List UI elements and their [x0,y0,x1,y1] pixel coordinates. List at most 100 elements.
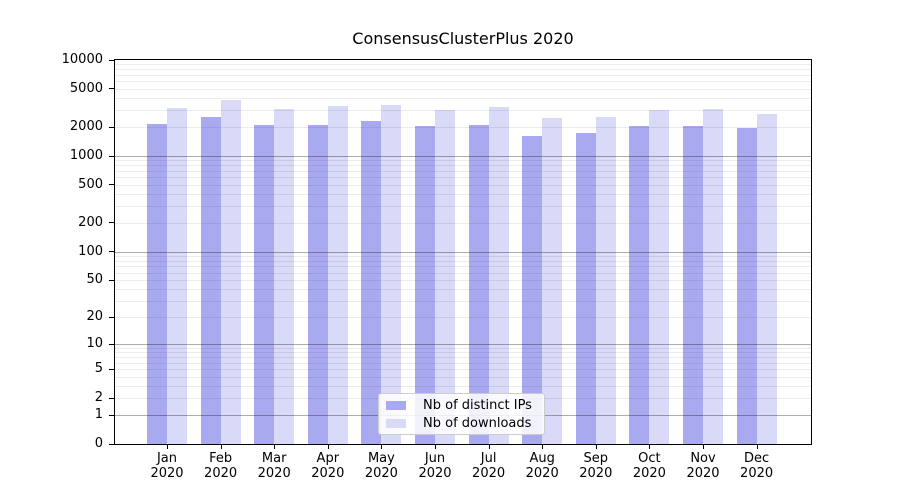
x-tick-mark-jul [488,445,490,449]
gridline-minor-7000 [115,74,811,76]
x-tick-label-sep: Sep 2020 [579,451,613,481]
bar-downloads-apr [327,106,348,444]
gridline-minor-80 [115,260,811,262]
gridline-minor-50 [115,280,811,282]
gridline-minor-30 [115,300,811,302]
gridline-minor-8000 [115,69,811,71]
y-tick-mark-100 [109,251,114,253]
bar-distinct-ips-apr [307,124,328,444]
y-tick-label-2: 2 [94,390,103,406]
y-tick-mark-5 [109,368,114,370]
gridline-minor-700 [115,170,811,172]
gridline-minor-400 [115,194,811,196]
x-tick-label-dec: Dec 2020 [740,451,774,481]
plot-area: Nb of distinct IPs Nb of downloads [114,59,812,445]
gridline-minor-300 [115,206,811,208]
bar-downloads-may [381,105,402,444]
x-tick-label-jun: Jun 2020 [418,451,452,481]
bar-distinct-ips-mar [254,125,275,444]
bar-distinct-ips-dec [736,128,757,444]
x-tick-label-may: May 2020 [364,451,398,481]
y-tick-mark-20 [109,316,114,318]
x-tick-mark-jun [435,445,436,449]
gridline-minor-5 [115,369,811,371]
gridline-minor-600 [115,177,811,179]
bar-downloads-mar [274,109,295,444]
y-tick-label-10000: 10000 [61,52,103,67]
legend-swatch-downloads [386,418,406,428]
y-tick-label-2000: 2000 [69,119,103,135]
bar-distinct-ips-may [361,120,382,444]
x-tick-label-nov: Nov 2020 [686,451,720,481]
x-tick-label-mar: Mar 2020 [257,451,291,481]
gridline-minor-20 [115,317,811,319]
x-tick-mark-mar [274,445,276,449]
y-tick-label-5: 5 [94,361,103,377]
y-tick-label-500: 500 [78,176,103,192]
legend-label-distinct-ips: Nb of distinct IPs [423,397,532,413]
bar-downloads-aug [542,118,563,444]
y-tick-label-100: 100 [78,243,103,259]
gridline-minor-90 [115,255,811,257]
gridline-minor-40 [115,289,811,291]
gridline-minor-800 [115,165,811,167]
bar-downloads-nov [703,109,723,444]
y-tick-mark-1 [109,414,114,416]
legend-swatch-distinct-ips [386,400,406,410]
bar-downloads-sep [595,116,616,444]
x-tick-mark-nov [703,445,704,449]
gridline-minor-9 [115,348,811,349]
x-tick-label-aug: Aug 2020 [525,451,559,481]
y-tick-label-5000: 5000 [69,80,103,96]
y-tick-label-200: 200 [78,214,103,230]
bar-distinct-ips-jun [415,126,435,444]
y-tick-mark-2 [109,397,114,399]
gridline-minor-60 [115,272,811,274]
y-tick-label-1000: 1000 [69,147,103,163]
y-tick-label-1: 1 [94,407,103,423]
gridline-minor-4 [115,376,811,378]
bar-downloads-oct [649,110,670,444]
y-tick-label-50: 50 [86,272,103,288]
bar-distinct-ips-nov [683,125,703,444]
x-tick-mark-feb [220,445,222,449]
chart-title: ConsensusClusterPlus 2020 [352,29,574,48]
y-tick-label-10: 10 [86,336,103,352]
gridline-minor-7 [115,357,811,359]
x-tick-label-jul: Jul 2020 [472,451,506,481]
y-tick-mark-10000 [109,59,114,61]
x-tick-mark-jan [167,445,168,449]
x-tick-mark-sep [595,445,597,449]
gridline-minor-200 [115,222,811,224]
y-tick-label-0: 0 [94,436,103,451]
gridline-minor-9000 [115,64,811,66]
x-tick-mark-aug [542,445,544,449]
gridline-major-100 [115,251,811,253]
x-tick-label-jan: Jan 2020 [150,451,184,481]
gridline-major-1000 [115,156,811,157]
y-tick-mark-500 [109,184,114,186]
legend-row-downloads: Nb of downloads [385,414,538,432]
bar-downloads-jan [167,107,187,444]
x-tick-mark-dec [756,445,758,449]
y-tick-mark-1000 [109,155,114,157]
bar-distinct-ips-feb [200,116,221,444]
x-tick-label-apr: Apr 2020 [311,451,345,481]
bar-downloads-jun [435,110,455,444]
gridline-minor-8 [115,352,811,354]
bar-downloads-feb [220,100,241,444]
gridline-minor-2000 [115,127,811,129]
x-tick-mark-may [381,445,383,449]
bar-distinct-ips-jul [468,124,489,444]
bar-downloads-dec [756,113,777,444]
gridline-minor-900 [115,160,811,162]
gridline-minor-3 [115,386,811,388]
bar-distinct-ips-aug [522,135,543,444]
x-tick-mark-oct [649,445,651,449]
gridline-minor-70 [115,266,811,268]
gridline-minor-500 [115,184,811,186]
x-tick-label-oct: Oct 2020 [632,451,666,481]
bar-downloads-jul [488,106,509,444]
gridline-minor-4000 [115,98,811,100]
y-tick-mark-10 [109,343,114,345]
